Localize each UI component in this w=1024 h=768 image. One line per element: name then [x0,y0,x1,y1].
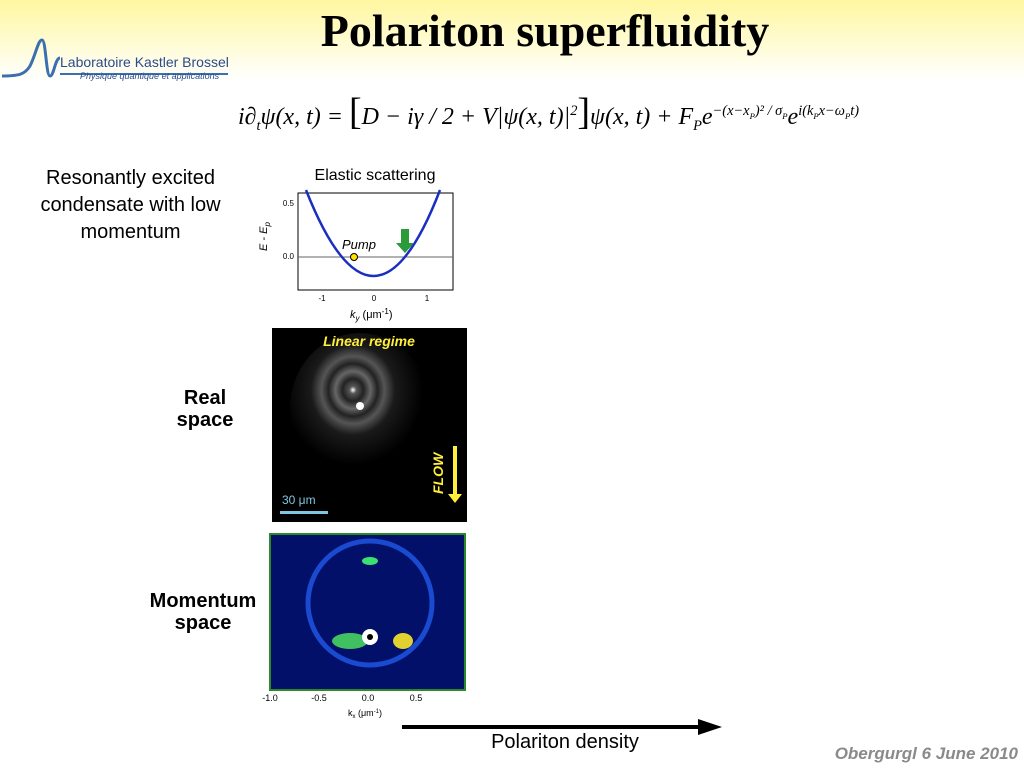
spot [356,402,364,410]
footer: Obergurgl 6 June 2010 [834,744,1018,763]
blob [393,633,413,649]
equation: i∂tψ(x, t) = [D − iγ / 2 + V|ψ(x, t)|2]ψ… [238,90,859,135]
eq: P [813,110,819,121]
eq: e [787,104,799,130]
eq: ψ(x, t) + F [590,104,694,130]
dispersion [304,189,442,278]
eq: t [256,117,261,134]
scale-label: 30 μm [282,493,316,507]
green-arrow [396,229,414,253]
eq: P [782,110,788,121]
pump-point [350,253,358,261]
t: -1 [382,307,390,316]
eq: ] [577,91,591,133]
inset-plot: 0.5 0.0 -1 0 1 Pump E - Ep ky (μm-1) [258,189,454,323]
flow-arrow [448,446,462,503]
blob [332,633,368,649]
pump-label: Pump [342,237,376,252]
x-label: kx (μm-1) [348,708,382,720]
t: p [263,222,272,228]
y-label: E - Ep [258,222,272,251]
eq: x−ω [818,103,845,119]
x-tick: 0.5 [410,693,423,703]
eq: 2 [570,103,578,119]
eq: D − iγ / 2 + V [361,104,497,130]
t: k [350,309,356,321]
t: -1 [374,709,380,715]
x-label: ky (μm-1) [350,307,393,323]
eq: P [844,110,851,121]
scale-bar [280,511,328,514]
inset-title: Elastic scattering [314,167,436,184]
t: y [355,314,361,323]
t: (μm [356,708,374,718]
x-tick: 0.0 [362,693,375,703]
y-tick: 0.5 [283,199,295,208]
logo-mark [1,38,228,78]
eq: −(x−x [712,103,750,119]
frame [297,192,454,291]
y-tick: 0.0 [283,252,295,261]
top-band [0,0,1024,80]
t: k [348,708,353,718]
logo-tagline: Physique quantique et applications [80,71,220,81]
logo-name: Laboratoire Kastler Brossel [60,54,229,70]
eq: i(k [798,103,814,119]
ring [305,538,435,668]
x-tick: -0.5 [311,693,327,703]
t: (μm [360,309,382,321]
eq: P [693,117,702,134]
density-arrow [402,719,722,735]
real-image: Linear regime FLOW 30 μm [272,328,467,522]
blob [362,557,378,565]
eq: )² / σ [754,103,783,119]
spot-core [367,634,373,640]
eq: |ψ(x, t)| [496,104,571,130]
arrow-label: Polariton density [491,731,639,753]
x-tick: -1 [318,294,326,303]
t: x [353,714,356,720]
eq: t) [850,103,860,119]
t: ) [389,309,393,321]
intro: Resonantly excited condensate with low m… [40,167,221,243]
title: Polariton superfluidity [320,5,770,56]
eq: e [701,104,713,130]
flow: FLOW [430,451,446,494]
x-tick: -1.0 [262,693,278,703]
arrow-head [698,719,722,735]
real-label: Real space [176,387,234,431]
eq: i∂ [238,104,257,130]
eq: [ [348,91,362,133]
eq: ψ(x, t) = [260,104,349,130]
logo-wave [1,38,61,78]
x-tick: 0 [372,294,377,303]
t: ) [379,708,382,718]
t: E - E [258,226,270,251]
momentum-image: -1.0 -0.5 0.0 0.5 kx (μm-1) [262,533,466,720]
x-tick: 1 [425,294,430,303]
eq: P [749,110,755,121]
momentum-label: Momentum space [149,590,257,634]
overlay: Linear regime [323,333,415,349]
